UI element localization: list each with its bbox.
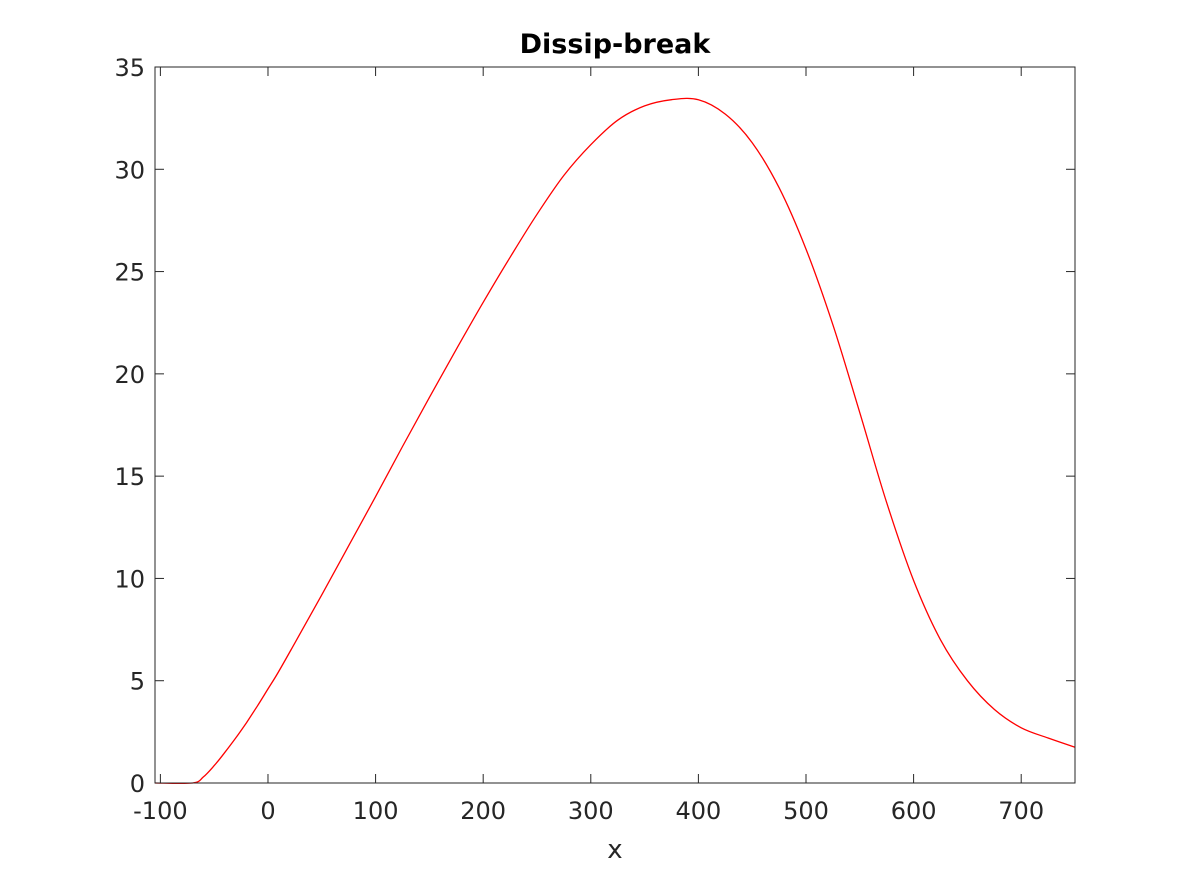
axes-box — [154, 66, 1076, 784]
chart-title: Dissip-break — [520, 29, 712, 60]
series-line — [154, 97, 1076, 785]
x-tick-label: 300 — [568, 797, 614, 825]
x-tick-label: 0 — [260, 797, 275, 825]
y-tick-label: 0 — [130, 770, 145, 798]
y-tick-label: 35 — [114, 54, 145, 82]
y-tick-label: 10 — [114, 565, 145, 593]
x-tick-label: 700 — [998, 797, 1044, 825]
y-tick-label: 15 — [114, 463, 145, 491]
y-tick-label: 25 — [114, 259, 145, 287]
x-axis-tick-labels: -100 0 100 200 300 400 500 600 700 — [133, 797, 1044, 825]
plot-background — [155, 67, 1075, 783]
x-tick-label: 400 — [675, 797, 721, 825]
y-tick-label: 20 — [114, 361, 145, 389]
x-axis-label: x — [607, 835, 622, 865]
x-tick-label: 200 — [460, 797, 506, 825]
x-tick-label: 500 — [783, 797, 829, 825]
y-tick-label: 30 — [114, 156, 145, 184]
plot-area — [154, 66, 1076, 785]
x-tick-label: -100 — [133, 797, 187, 825]
series-layer — [154, 97, 1076, 785]
x-tick-label: 100 — [353, 797, 399, 825]
y-tick-label: 5 — [130, 668, 145, 696]
y-axis-tick-labels: 0 5 10 15 20 25 30 35 — [114, 54, 145, 798]
x-tick-label: 600 — [891, 797, 937, 825]
